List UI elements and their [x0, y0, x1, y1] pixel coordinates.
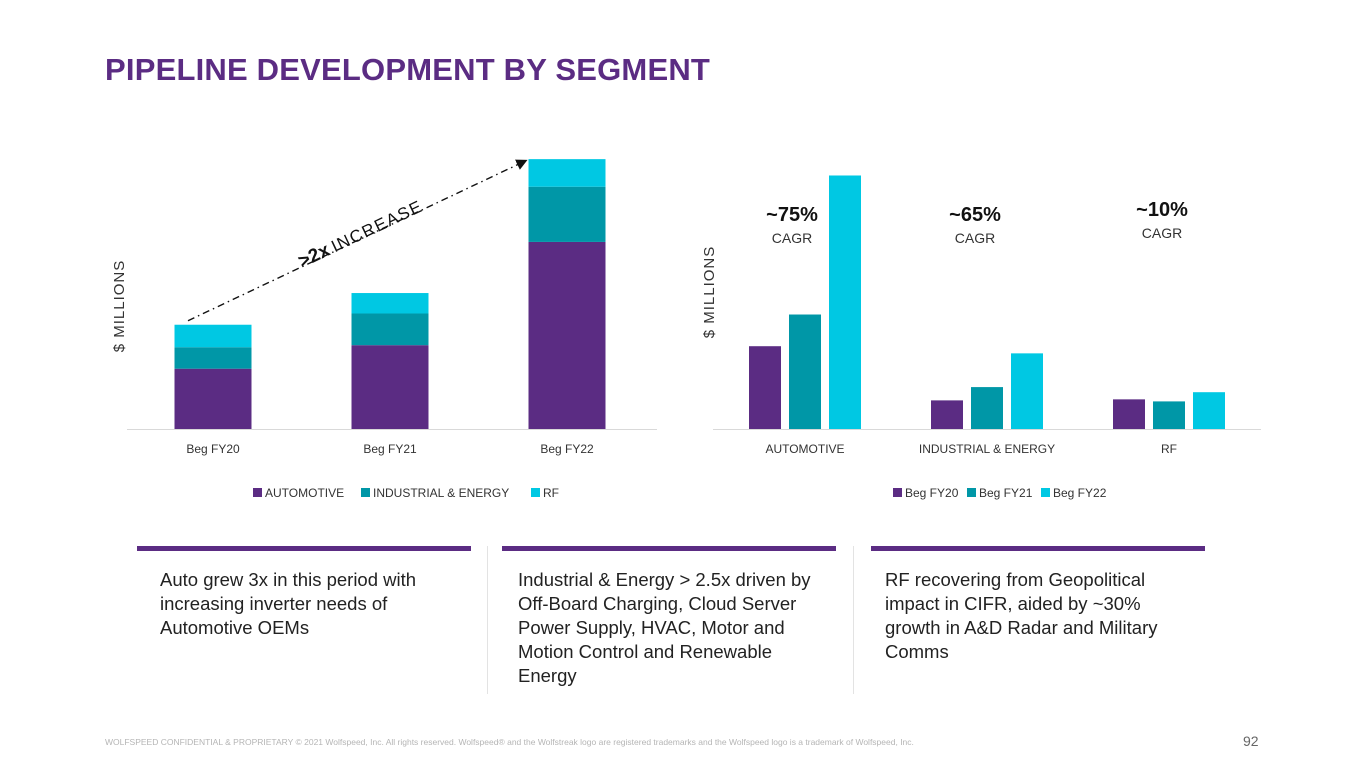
footer-legal-text: WOLFSPEED CONFIDENTIAL & PROPRIETARY © 2…: [105, 737, 914, 747]
x-tick-label: RF: [1161, 442, 1177, 456]
y-axis-label: $ MILLIONS: [111, 260, 128, 353]
cagr-value: ~10%: [1136, 199, 1188, 221]
bar-industrial-energy-beg-fy21: [971, 387, 1003, 429]
x-tick-label: Beg FY21: [363, 442, 417, 456]
card-accent-bar: [137, 546, 471, 551]
legend-swatch: [531, 488, 540, 497]
increase-annotation: >2xINCREASE: [295, 196, 426, 273]
card-divider: [487, 546, 488, 694]
legend-swatch: [253, 488, 262, 497]
legend-swatch: [1041, 488, 1050, 497]
legend-label: RF: [543, 486, 559, 500]
cagr-value: ~65%: [949, 204, 1001, 226]
bar-automotive-beg-fy20: [749, 346, 781, 429]
cagr-label: CAGR: [955, 230, 995, 246]
increase-annotation-multiplier: >2x: [295, 240, 334, 273]
bar-segment-rf-beg-fy20: [174, 324, 252, 348]
bar-segment-automotive-beg-fy21: [351, 345, 429, 429]
card-divider: [853, 546, 854, 694]
bar-rf-beg-fy22: [1193, 392, 1225, 429]
bar-industrial-energy-beg-fy22: [1011, 353, 1043, 429]
increase-arrow: [187, 159, 528, 322]
bar-segment-industrial-energy-beg-fy22: [528, 186, 606, 242]
cagr-value: ~75%: [766, 204, 818, 226]
legend-label: INDUSTRIAL & ENERGY: [373, 486, 509, 500]
legend-swatch: [361, 488, 370, 497]
bar-segment-rf-beg-fy21: [351, 293, 429, 314]
bar-segment-automotive-beg-fy22: [528, 241, 606, 429]
card-automotive-text: Auto grew 3x in this period with increas…: [160, 569, 417, 638]
card-rf-text: RF recovering from Geopolitical impact i…: [885, 569, 1158, 662]
legend-label: AUTOMOTIVE: [265, 486, 344, 500]
legend-label: Beg FY20: [905, 486, 959, 500]
charts-canvas: Beg FY20 Beg FY21 Beg FY22 $ MILLIONS >2xINC…: [111, 159, 1261, 500]
grouped-bar-chart-by-segment: AUTOMOTIVE INDUSTRIAL & ENERGY RF ~75% CAGR ~…: [701, 175, 1261, 500]
x-tick-label: Beg FY22: [540, 442, 594, 456]
bar-industrial-energy-beg-fy20: [931, 400, 963, 429]
bar-segment-industrial-energy-beg-fy21: [351, 313, 429, 346]
bar-segment-industrial-energy-beg-fy20: [174, 347, 252, 369]
legend-label: Beg FY21: [979, 486, 1033, 500]
y-axis-label: $ MILLIONS: [701, 246, 718, 339]
x-tick-label: Beg FY20: [186, 442, 240, 456]
card-accent-bar: [502, 546, 836, 551]
x-tick-label: INDUSTRIAL & ENERGY: [919, 442, 1055, 456]
legend-swatch: [893, 488, 902, 497]
bar-segment-automotive-beg-fy20: [174, 368, 252, 429]
legend-swatch: [967, 488, 976, 497]
bar-segment-rf-beg-fy22: [528, 159, 606, 187]
legend-label: Beg FY22: [1053, 486, 1107, 500]
cagr-label: CAGR: [772, 230, 812, 246]
page-number: 92: [1243, 733, 1259, 749]
bar-rf-beg-fy21: [1153, 401, 1185, 429]
bar-automotive-beg-fy21: [789, 314, 821, 429]
cagr-label: CAGR: [1142, 225, 1182, 241]
page-title: PIPELINE DEVELOPMENT BY SEGMENT: [105, 52, 711, 87]
card-accent-bar: [871, 546, 1205, 551]
x-tick-label: AUTOMOTIVE: [765, 442, 844, 456]
bar-rf-beg-fy20: [1113, 399, 1145, 429]
bar-automotive-beg-fy22: [829, 175, 861, 429]
card-industrial-energy-text: Industrial & Energy > 2.5x driven by Off…: [518, 569, 811, 686]
increase-annotation-text: INCREASE: [328, 197, 426, 257]
stacked-bar-chart-by-year: Beg FY20 Beg FY21 Beg FY22 $ MILLIONS >2xINC…: [111, 159, 657, 500]
